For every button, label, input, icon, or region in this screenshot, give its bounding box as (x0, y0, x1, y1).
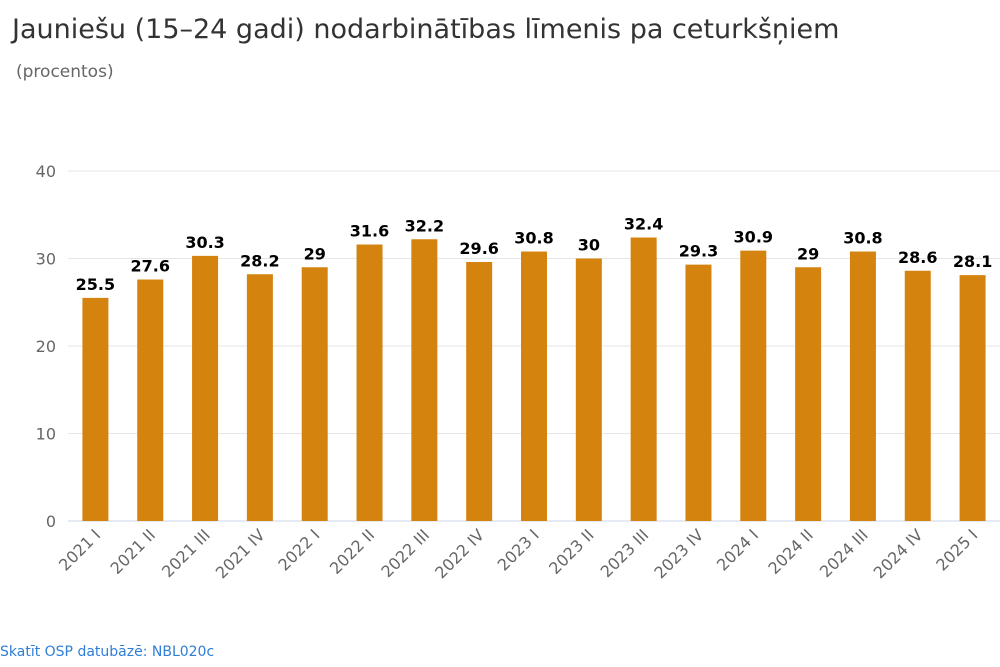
x-tick-label: 2024 III (816, 525, 872, 581)
data-label: 32.2 (405, 216, 444, 235)
data-label: 32.4 (624, 215, 663, 234)
x-tick-label: 2022 IV (431, 525, 488, 582)
y-tick-label: 40 (36, 162, 56, 181)
bar (82, 297, 109, 521)
bar (959, 275, 986, 521)
source-link[interactable]: Skatīt OSP datubāzē: NBL020c (0, 644, 215, 660)
y-tick-label: 20 (36, 337, 56, 356)
y-tick-label: 0 (46, 512, 56, 531)
x-tick-label: 2023 II (545, 525, 598, 578)
bar (301, 267, 328, 521)
bar (630, 237, 657, 521)
bar (137, 279, 164, 521)
x-tick-label: 2023 IV (650, 525, 707, 582)
bar (795, 267, 822, 521)
bar (685, 264, 712, 521)
data-label: 30.8 (514, 229, 553, 248)
data-label: 28.2 (240, 251, 279, 270)
x-tick-label: 2023 III (597, 525, 653, 581)
bar (740, 250, 767, 521)
x-tick-label: 2022 II (326, 525, 379, 578)
bars (82, 237, 986, 521)
x-tick-label: 2022 I (274, 525, 323, 574)
x-tick-label: 2021 III (158, 525, 214, 581)
data-label: 29.6 (459, 239, 498, 258)
data-label: 28.6 (898, 248, 937, 267)
x-tick-label: 2024 I (713, 525, 762, 574)
data-label: 31.6 (350, 222, 389, 241)
y-tick-label: 10 (36, 425, 56, 444)
data-label: 30.3 (185, 233, 224, 252)
bar (904, 270, 931, 521)
data-label: 29 (797, 244, 819, 263)
chart-subtitle: (procentos) (16, 62, 114, 82)
x-tick-label: 2024 II (764, 525, 817, 578)
bar (356, 244, 383, 521)
bar (466, 262, 493, 521)
data-label: 30.8 (843, 229, 882, 248)
bar (192, 255, 219, 521)
data-label: 29 (304, 244, 326, 263)
bar-chart: 0 10 20 30 40 25.5 27.6 30.3 28.2 29 31.6 32.2 29.6… (36, 162, 1000, 582)
bar (246, 274, 273, 521)
x-tick-label: 2021 II (107, 525, 160, 578)
x-tick-label: 2021 IV (212, 525, 269, 582)
bar (849, 251, 876, 521)
x-tick-label: 2021 I (55, 525, 104, 574)
chart-title: Jauniešu (15–24 gadi) nodarbinātības līm… (12, 14, 840, 45)
data-label: 30.9 (734, 228, 773, 247)
data-label: 27.6 (130, 257, 169, 276)
data-labels: 25.5 27.6 30.3 28.2 29 31.6 32.2 29.6 30.8 30 32.4… (76, 215, 993, 294)
x-tick-label: 2023 I (494, 525, 543, 574)
bar (411, 239, 438, 521)
bar (575, 258, 602, 521)
data-label: 25.5 (76, 275, 115, 294)
data-label: 30 (578, 236, 600, 255)
y-axis: 0 10 20 30 40 (36, 162, 56, 531)
data-label: 28.1 (953, 252, 992, 271)
y-tick-label: 30 (36, 250, 56, 269)
x-tick-label: 2022 III (377, 525, 433, 581)
data-label: 29.3 (679, 242, 718, 261)
x-tick-label: 2025 I (932, 525, 981, 574)
bar (521, 251, 547, 521)
x-tick-label: 2024 IV (870, 525, 927, 582)
